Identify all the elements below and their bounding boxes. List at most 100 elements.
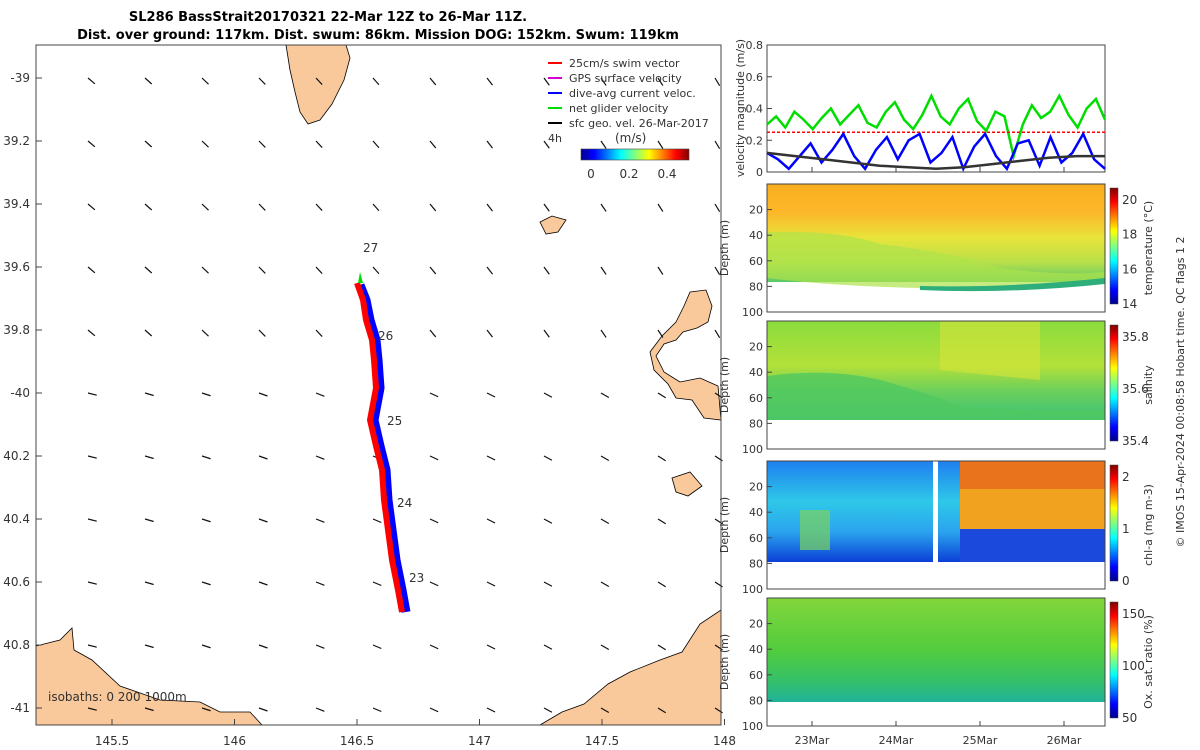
panel-ytick-label: 40 — [749, 229, 763, 242]
panel-ytick-label: 80 — [749, 694, 763, 707]
surface-velocity-arrow — [657, 392, 666, 399]
surface-velocity-arrow — [429, 266, 437, 275]
surface-velocity-arrow — [429, 203, 437, 212]
colorbar-tick-0: 0 — [587, 167, 595, 181]
map-axis-ticks: 145.5 146 146.5 147 147.5 148 -39 39.2 39.4 39.6 3… — [3, 71, 736, 748]
map-frame — [35, 44, 722, 726]
surface-velocity-arrow — [201, 644, 211, 649]
surface-velocity-arrow — [543, 329, 550, 338]
surface-velocity-arrow — [258, 203, 266, 211]
surface-velocity-arrow — [201, 581, 211, 586]
surface-velocity-arrow — [486, 581, 496, 587]
surface-velocity-arrow — [87, 77, 96, 85]
surface-velocity-arrow — [486, 266, 493, 275]
surface-velocity-arrow — [543, 707, 553, 713]
surface-velocity-arrow — [315, 329, 323, 337]
colorbar-tick-label: 2 — [1122, 470, 1130, 484]
surface-velocity-arrow — [657, 203, 664, 212]
map-xtick-label: 146.5 — [340, 734, 374, 748]
surface-velocity-arrow — [486, 644, 496, 650]
map-ytick-label: 39.4 — [3, 197, 30, 211]
surface-velocity-arrow — [258, 455, 268, 460]
surface-velocity-arrow — [258, 392, 268, 397]
oxygen-ylabel: Depth (m) — [718, 634, 731, 690]
colorbar-tick-label: 35.4 — [1122, 434, 1149, 448]
panel-ytick-label: 80 — [749, 557, 763, 570]
day-label-26: 26 — [378, 329, 393, 343]
surface-velocity-arrow — [600, 266, 607, 275]
velocity-series-line — [766, 92, 1107, 162]
map-ytick-label: -40 — [10, 386, 30, 400]
speed-colorbar — [580, 148, 690, 161]
panel-ytick-label: 100 — [742, 443, 763, 456]
map-xtick-label: 148 — [713, 734, 736, 748]
surface-velocity-arrow — [543, 392, 553, 398]
surface-velocity-arrow — [201, 266, 209, 274]
surface-velocity-arrow — [429, 707, 439, 713]
surface-velocity-arrow — [258, 518, 268, 523]
surface-velocity-arrow — [87, 644, 97, 648]
surface-velocity-arrow — [600, 77, 607, 86]
surface-velocity-arrow — [600, 329, 607, 338]
panel-ytick-label: 0 — [756, 166, 763, 179]
surface-velocity-arrow — [258, 329, 266, 337]
day-label-27: 27 — [363, 241, 378, 255]
colorbar-tick-label: 100 — [1122, 659, 1145, 673]
surface-velocity-arrow — [429, 455, 439, 461]
surface-velocity-arrow — [543, 518, 553, 524]
surface-velocity-arrow — [372, 266, 380, 275]
surface-velocity-arrow — [87, 203, 96, 211]
surface-velocity-arrow — [144, 455, 154, 460]
imos-note: © IMOS 15-Apr-2024 00:08:58 Hobart time.… — [1174, 237, 1187, 548]
surface-velocity-arrow — [144, 707, 154, 712]
map-ytick-label: 40.6 — [3, 575, 30, 589]
map-ytick-label: 40.2 — [3, 449, 30, 463]
surface-velocity-arrow — [87, 581, 97, 585]
surface-velocity-arrow — [144, 266, 153, 274]
glider-track — [354, 282, 405, 613]
surface-velocity-arrow — [600, 707, 610, 713]
map-ytick-label: -41 — [10, 701, 30, 715]
panel-ytick-label: 0.8 — [746, 39, 764, 52]
map-xtick-label: 147 — [468, 734, 491, 748]
map-ytick-label: 40.8 — [3, 638, 30, 652]
colorbar-tick-label: 14 — [1122, 297, 1137, 311]
isobath-note: isobaths: 0 200 1000m — [48, 690, 187, 704]
surface-velocity-arrow — [486, 455, 496, 461]
panel-ytick-label: 100 — [742, 583, 763, 596]
surface-velocity-arrow — [372, 140, 380, 149]
panel-ytick-label: 0.6 — [746, 71, 764, 84]
surface-velocity-arrow — [600, 455, 610, 461]
surface-velocity-arrow — [657, 707, 666, 714]
colorbar-tick-label: 16 — [1122, 262, 1137, 276]
surface-velocity-arrow — [258, 140, 266, 148]
surface-velocity-arrow — [201, 392, 211, 397]
surface-velocity-arrow — [429, 581, 439, 587]
surface-velocity-arrow — [657, 518, 666, 525]
surface-velocity-arrow — [714, 140, 721, 150]
surface-velocity-arrow — [657, 140, 664, 149]
map-xtick-label: 147.5 — [585, 734, 619, 748]
panel-xtick-label: 25Mar — [963, 734, 998, 747]
panel-ytick-label: 80 — [749, 417, 763, 430]
surface-velocity-arrow — [600, 644, 610, 650]
panel-ytick-label: 80 — [749, 280, 763, 293]
surface-velocity-arrow — [315, 77, 323, 85]
oxygen-clabel: Ox. sat. ratio (%) — [1142, 615, 1155, 709]
map-legend: 25cm/s swim vector GPS surface velocity di… — [548, 57, 709, 181]
surface-velocity-arrow — [315, 455, 325, 460]
map-panel: 27 26 25 24 23 isobaths: 0 200 1000m — [35, 44, 723, 726]
surface-velocity-arrow — [87, 707, 97, 711]
map-ytick-label: -39 — [10, 71, 30, 85]
panel-xtick-label: 23Mar — [795, 734, 830, 747]
temperature-clabel: temperature (°C) — [1142, 201, 1155, 295]
day-label-23: 23 — [409, 571, 424, 585]
surface-velocity-arrow — [543, 644, 553, 650]
surface-velocity-arrow — [144, 518, 154, 523]
surface-velocity-arrow — [144, 77, 153, 85]
surface-velocity-arrow — [144, 203, 153, 211]
colorbar-tick-label: 0 — [1122, 574, 1130, 588]
surface-velocity-arrow — [372, 707, 382, 713]
legend-label: net glider velocity — [569, 102, 669, 115]
